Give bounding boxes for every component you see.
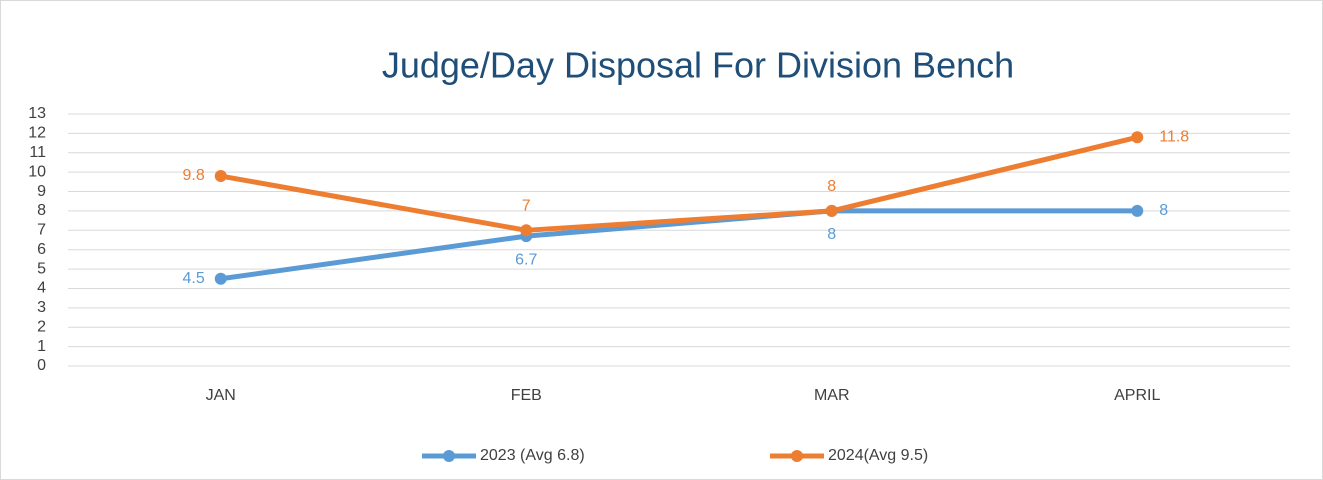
x-tick-label: APRIL [1114,387,1160,404]
y-tick-label: 10 [28,163,46,180]
data-label: 11.8 [1159,128,1189,145]
legend-marker [791,450,803,462]
data-point [825,204,838,217]
y-tick-label: 5 [37,260,46,277]
data-point [1131,204,1144,217]
data-label: 8 [827,226,836,243]
y-tick-label: 0 [37,357,46,374]
data-point [520,224,533,237]
y-tick-label: 9 [37,183,46,200]
y-tick-label: 3 [37,299,46,316]
y-tick-label: 1 [37,338,46,355]
y-tick-label: 12 [28,125,46,142]
legend-marker [443,450,455,462]
x-tick-label: MAR [814,387,850,404]
data-point [214,272,227,285]
chart-title: Judge/Day Disposal For Division Bench [382,45,1014,86]
series-line [220,134,1138,233]
data-label: 6.7 [515,251,537,268]
data-point [1131,131,1144,144]
legend-label: 2023 (Avg 6.8) [480,447,585,464]
data-label: 9.8 [183,167,205,184]
y-tick-label: 8 [37,202,46,219]
x-tick-label: FEB [511,387,542,404]
y-tick-label: 13 [28,105,46,122]
data-label: 8 [1159,202,1168,219]
data-label: 7 [522,198,531,215]
data-label: 4.5 [183,270,205,287]
y-tick-label: 6 [37,241,46,258]
data-point [214,170,227,183]
y-tick-label: 2 [37,318,46,335]
data-label: 8 [827,178,836,195]
series-line [220,208,1138,282]
y-tick-label: 11 [29,144,46,161]
y-tick-label: 7 [37,222,46,239]
x-tick-label: JAN [206,387,236,404]
legend-label: 2024(Avg 9.5) [828,447,928,464]
y-tick-label: 4 [37,280,46,297]
